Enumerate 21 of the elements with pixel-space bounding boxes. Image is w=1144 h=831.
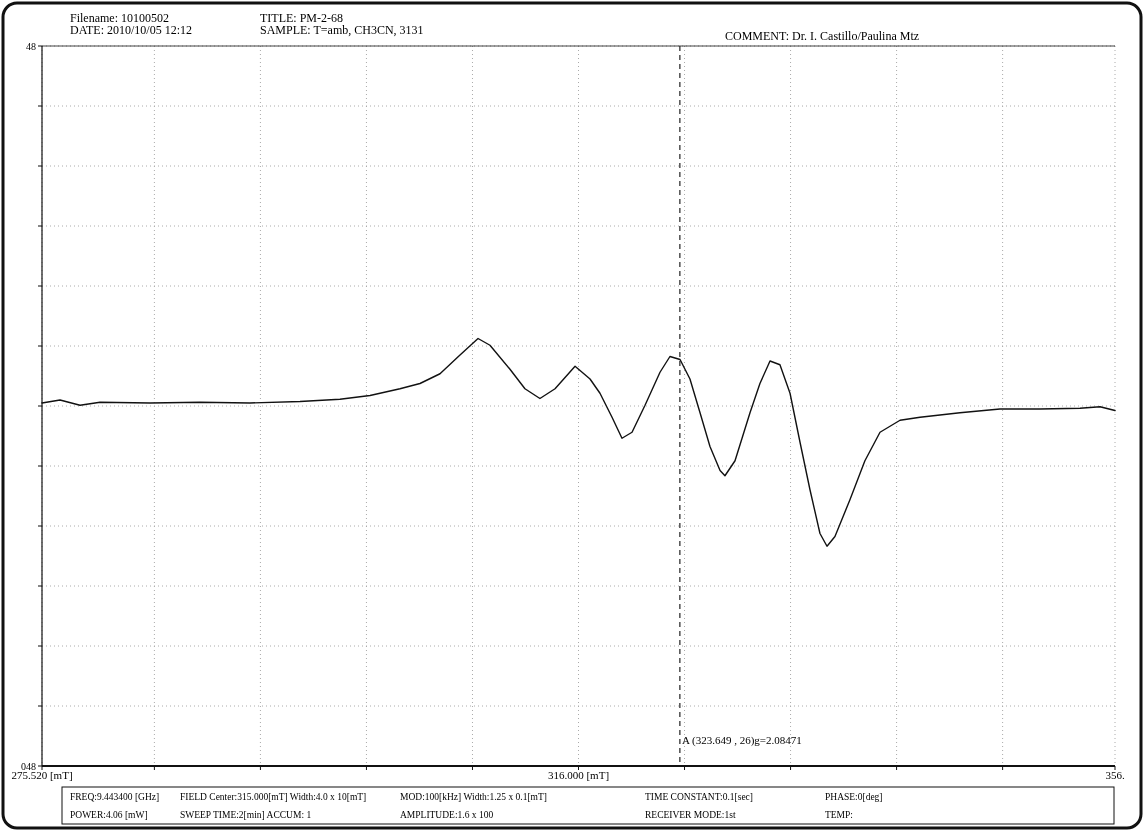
text: POWER:4.06 [mW]: [70, 810, 148, 820]
text: DATE: 2010/10/05 12:12: [70, 23, 192, 37]
text: FREQ:9.443400 [GHz]: [70, 792, 160, 802]
text: Filename: 10100502: [70, 11, 169, 25]
x-tick-label: 356.: [1105, 769, 1125, 781]
text: FIELD Center:315.000[mT] Width:4.0 x 10[mT]: [180, 792, 367, 802]
ref-line-label: A (323.649 , 26)g=2.08471: [681, 734, 802, 747]
text: TIME CONSTANT:0.1[sec]: [645, 792, 753, 802]
text: SWEEP TIME:2[min] ACCUM: 1: [180, 810, 312, 820]
text: COMMENT: Dr. I. Castillo/Paulina Mtz: [725, 29, 920, 43]
x-tick-label: 316.000 [mT]: [547, 769, 610, 781]
y-tick-label: 048: [21, 761, 36, 772]
y-tick-label: 48: [26, 41, 36, 52]
text: MOD:100[kHz] Width:1.25 x 0.1[mT]: [400, 792, 547, 802]
text: AMPLITUDE:1.6 x 100: [400, 810, 494, 820]
text: SAMPLE: T=amb, CH3CN, 3131: [260, 23, 424, 37]
chart-title: TITLE: PM-2-68: [260, 11, 343, 25]
text: TEMP:: [825, 810, 853, 820]
text: PHASE:0[deg]: [825, 792, 883, 802]
x-tick-label: 275.520 [mT]: [11, 769, 73, 781]
text: RECEIVER MODE:1st: [645, 810, 736, 820]
